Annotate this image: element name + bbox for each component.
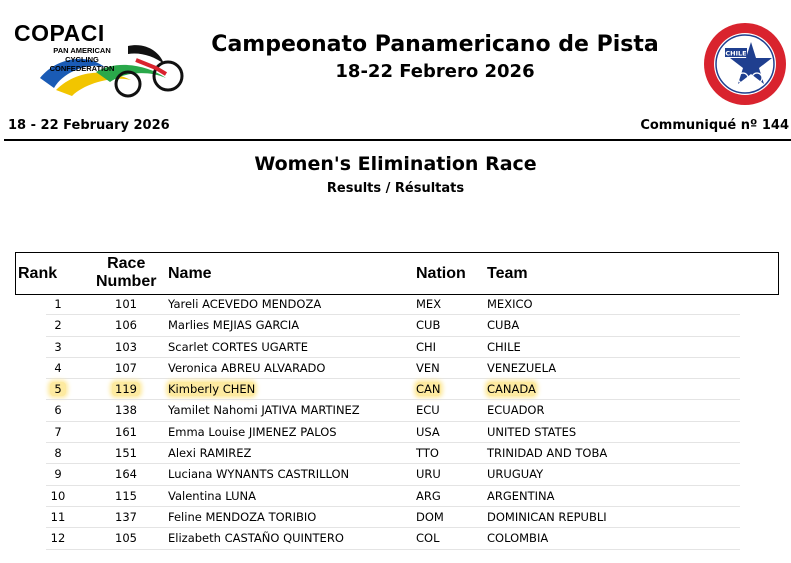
cell-rank: 2 bbox=[54, 318, 62, 333]
event-title: Campeonato Panamericano de Pista bbox=[211, 32, 659, 57]
cell-race-number: 107 bbox=[115, 360, 137, 375]
cell-nation: COL bbox=[416, 531, 440, 546]
table-row: 6 138 Yamilet Nahomi JATIVA MARTINEZ ECU ECU… bbox=[0, 400, 791, 423]
table-row: 5 119 Kimberly CHEN CAN CANADA bbox=[0, 379, 791, 401]
cell-race-number: 103 bbox=[115, 339, 137, 354]
cell-nation: CUB bbox=[416, 318, 441, 333]
cell-race-number: 138 bbox=[115, 403, 137, 418]
cell-name: Feline MENDOZA TORIBIO bbox=[168, 509, 317, 524]
cell-team: MEXICO bbox=[487, 297, 533, 311]
column-header-race-number: Race Number bbox=[96, 255, 157, 290]
cyclist-logo-icon bbox=[40, 45, 184, 98]
table-row: 4 107 Veronica ABREU ALVARADO VEN VENEZUELA bbox=[0, 358, 791, 380]
cell-nation: USA bbox=[416, 424, 440, 439]
column-header-name: Name bbox=[168, 265, 212, 282]
cell-nation: URU bbox=[416, 467, 441, 482]
race-subtitle: Results / Résultats bbox=[326, 181, 465, 196]
cell-name: Valentina LUNA bbox=[168, 488, 256, 503]
cell-nation: DOM bbox=[416, 509, 444, 524]
document-dates: 18 - 22 February 2026 bbox=[8, 118, 170, 133]
cell-name: Scarlet CORTES UGARTE bbox=[168, 339, 308, 354]
event-dates: 18-22 Febrero 2026 bbox=[335, 61, 535, 82]
cell-nation: VEN bbox=[416, 360, 440, 375]
cell-name: Elizabeth CASTAÑO QUINTERO bbox=[168, 531, 344, 546]
table-row: 7 161 Emma Louise JIMENEZ PALOS USA UNITED S… bbox=[0, 422, 791, 444]
cell-team: DOMINICAN REPUBLI bbox=[487, 509, 607, 524]
table-row: 1 101 Yareli ACEVEDO MENDOZA MEX MEXICO bbox=[0, 294, 791, 316]
cell-race-number: 137 bbox=[115, 509, 137, 524]
cell-rank: 10 bbox=[50, 488, 66, 503]
cell-team: VENEZUELA bbox=[487, 360, 557, 375]
cell-team: CANADA bbox=[487, 382, 536, 397]
cell-team: CHILE bbox=[487, 339, 521, 354]
cell-rank: 12 bbox=[50, 531, 66, 546]
table-row: 3 103 Scarlet CORTES UGARTE CHI CHILE bbox=[0, 337, 791, 359]
cell-team: CUBA bbox=[487, 318, 520, 333]
cell-rank: 3 bbox=[54, 339, 62, 354]
event-title-block: Campeonato Panamericano de Pista 18-22 F… bbox=[190, 30, 680, 84]
cell-rank: 5 bbox=[50, 382, 66, 397]
seal-label: CHILE bbox=[725, 50, 746, 58]
federation-seal-icon: CHILE bbox=[704, 23, 786, 105]
cell-name: Alexi RAMIREZ bbox=[168, 446, 252, 461]
cell-nation: ARG bbox=[416, 488, 441, 503]
table-row: 2 106 Marlies MEJIAS GARCIA CUB CUBA bbox=[0, 315, 791, 337]
results-table-body: 1 101 Yareli ACEVEDO MENDOZA MEX MEXICO 2 106 M… bbox=[0, 294, 791, 550]
cell-rank: 7 bbox=[54, 424, 62, 439]
table-row: 12 105 Elizabeth CASTAÑO QUINTERO COL COLOMB… bbox=[0, 528, 791, 550]
cell-nation: CHI bbox=[416, 339, 437, 354]
column-header-team: Team bbox=[487, 265, 528, 282]
cell-name: Emma Louise JIMENEZ PALOS bbox=[168, 424, 337, 439]
cell-name: Marlies MEJIAS GARCIA bbox=[168, 318, 300, 333]
cell-race-number: 115 bbox=[115, 488, 137, 503]
copaci-logo: COPACI PAN AMERICAN CYCLING CONFEDERATIO… bbox=[12, 18, 187, 100]
org-subtitle: PAN AMERICAN CYCLING CONFEDERATION bbox=[49, 46, 115, 73]
cell-team: ECUADOR bbox=[487, 403, 545, 418]
cell-team: URUGUAY bbox=[487, 467, 544, 482]
cell-rank: 9 bbox=[54, 467, 62, 482]
cell-rank: 11 bbox=[50, 509, 66, 524]
table-row: 11 137 Feline MENDOZA TORIBIO DOM DOMINICAN … bbox=[0, 507, 791, 529]
cell-race-number: 106 bbox=[115, 318, 137, 333]
cell-nation: CAN bbox=[416, 382, 441, 397]
cell-name: Veronica ABREU ALVARADO bbox=[168, 360, 326, 375]
cell-name: Luciana WYNANTS CASTRILLON bbox=[168, 467, 350, 482]
cell-rank: 4 bbox=[54, 360, 62, 375]
race-title: Women's Elimination Race bbox=[254, 153, 537, 175]
cell-rank: 6 bbox=[54, 403, 62, 418]
cell-team: ARGENTINA bbox=[487, 488, 555, 503]
header-divider bbox=[4, 139, 791, 141]
cell-rank: 1 bbox=[54, 297, 62, 311]
cell-name: Yareli ACEVEDO MENDOZA bbox=[168, 297, 322, 311]
column-header-rank: Rank bbox=[18, 265, 58, 282]
table-row: 8 151 Alexi RAMIREZ TTO TRINIDAD AND TOBA bbox=[0, 443, 791, 465]
column-header-nation: Nation bbox=[416, 265, 466, 282]
cell-race-number: 161 bbox=[115, 424, 137, 439]
cell-rank: 8 bbox=[54, 446, 62, 461]
cell-name: Kimberly CHEN bbox=[168, 382, 256, 397]
table-row: 9 164 Luciana WYNANTS CASTRILLON URU URUGUAY bbox=[0, 464, 791, 486]
cell-race-number: 119 bbox=[112, 382, 140, 397]
results-table-header: Rank Race Number Name Nation Team bbox=[15, 252, 779, 295]
cell-race-number: 105 bbox=[115, 531, 137, 546]
cell-team: UNITED STATES bbox=[487, 424, 577, 439]
cell-race-number: 151 bbox=[115, 446, 137, 461]
cell-team: COLOMBIA bbox=[487, 531, 549, 546]
cell-nation: MEX bbox=[416, 297, 442, 311]
org-name: COPACI bbox=[14, 20, 105, 46]
cell-name: Yamilet Nahomi JATIVA MARTINEZ bbox=[168, 403, 360, 418]
cell-team: TRINIDAD AND TOBA bbox=[487, 446, 608, 461]
cell-race-number: 164 bbox=[115, 467, 137, 482]
communique-number: Communiqué nº 144 bbox=[640, 118, 789, 133]
cell-race-number: 101 bbox=[115, 297, 137, 311]
cell-nation: TTO bbox=[416, 446, 439, 461]
table-row: 10 115 Valentina LUNA ARG ARGENTINA bbox=[0, 486, 791, 508]
cell-nation: ECU bbox=[416, 403, 440, 418]
